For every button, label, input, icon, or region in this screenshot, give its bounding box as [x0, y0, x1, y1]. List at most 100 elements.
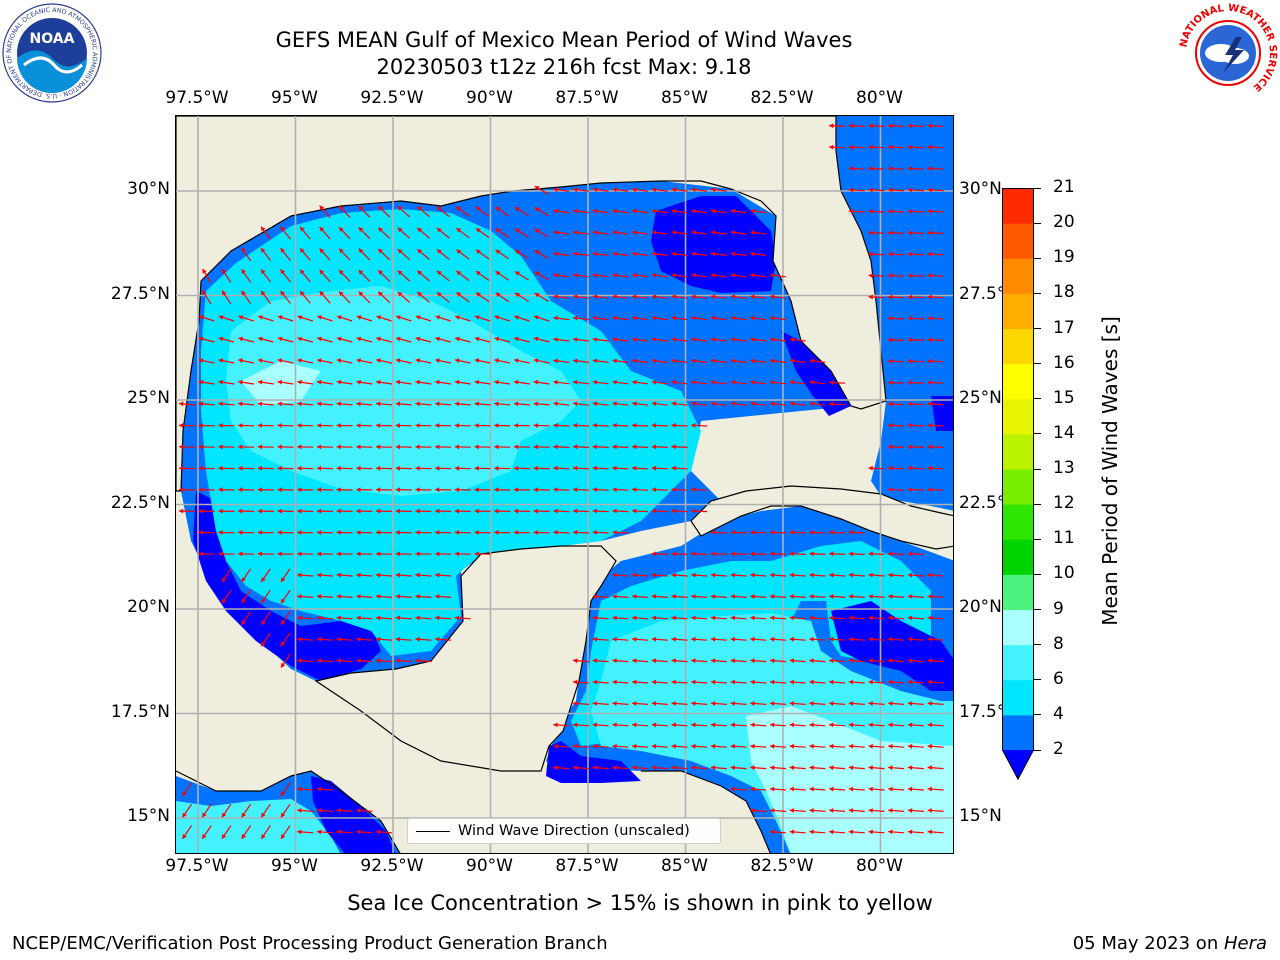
wind-wave-arrowhead	[612, 530, 617, 535]
wind-wave-arrowhead	[553, 487, 558, 492]
wind-wave-arrowhead	[612, 572, 617, 578]
wind-wave-arrowhead	[257, 508, 262, 514]
wind-wave-arrowhead	[750, 208, 755, 214]
wind-wave-arrowhead	[573, 722, 578, 728]
wind-wave-arrowhead	[711, 315, 716, 321]
wind-wave-arrowhead	[221, 598, 227, 604]
wind-wave-arrowhead	[456, 292, 462, 297]
wind-wave-arrowhead	[829, 123, 834, 129]
wind-wave-arrowhead	[632, 358, 637, 364]
wind-wave-arrowhead	[789, 594, 795, 599]
wind-wave-arrowhead	[280, 269, 285, 275]
wind-wave-arrowhead	[789, 380, 795, 385]
wind-wave-arrowhead	[848, 722, 854, 728]
wind-wave-arrowhead	[632, 487, 637, 492]
wind-wave-arrowhead	[612, 401, 617, 407]
wind-wave-arrowhead	[277, 423, 282, 428]
wind-wave-arrowhead	[435, 444, 440, 450]
wind-wave-arrowhead	[277, 465, 282, 471]
colorbar-tick	[1034, 433, 1041, 435]
wind-wave-arrowhead	[358, 291, 364, 297]
wind-wave-arrowhead	[907, 465, 913, 471]
wind-wave-arrowhead	[730, 251, 736, 257]
wind-wave-arrowhead	[376, 465, 381, 471]
wind-wave-arrowhead	[592, 465, 597, 471]
wind-wave-arrowhead	[632, 187, 637, 193]
wind-wave-arrowhead	[376, 551, 381, 557]
wind-wave-arrowhead	[281, 662, 286, 668]
wind-wave-arrowhead	[257, 379, 263, 385]
wind-wave-arrowhead	[257, 465, 262, 471]
wind-wave-arrowhead	[202, 290, 207, 296]
wind-wave-arrowhead	[316, 530, 322, 535]
wind-wave-arrowhead	[651, 315, 657, 321]
wind-wave-arrowhead	[632, 444, 637, 450]
wind-wave-arrowhead	[198, 530, 203, 535]
wind-wave-arrowhead	[848, 615, 854, 621]
footer-right: 05 May 2023 on Hera	[1073, 933, 1267, 954]
wind-wave-arrowhead	[907, 615, 913, 621]
wind-wave-arrowhead	[241, 269, 246, 275]
wind-wave-arrowhead	[651, 743, 657, 749]
wind-wave-arrowhead	[358, 270, 364, 275]
wind-wave-arrowhead	[339, 205, 344, 211]
wind-wave-arrowhead	[397, 291, 403, 297]
wind-wave-arrowhead	[592, 636, 598, 642]
wind-wave-arrowhead	[553, 273, 558, 278]
wind-wave-arrowhead	[927, 701, 932, 706]
wind-wave-arrowhead	[533, 401, 538, 407]
colorbar-segment	[1002, 363, 1034, 400]
wind-wave-arrowhead	[378, 291, 383, 297]
wind-wave-arrowhead	[671, 315, 676, 321]
colorbar-outline	[1002, 188, 1034, 781]
colorbar-tick-label: 8	[1053, 633, 1064, 654]
wind-wave-arrowhead	[454, 379, 460, 385]
wind-wave-arrowhead	[809, 701, 814, 706]
wind-wave-arrowhead	[573, 465, 578, 471]
colorbar-segment	[1002, 609, 1034, 646]
wind-wave-arrowhead	[907, 166, 913, 171]
wind-wave-arrowhead	[573, 743, 578, 749]
wind-wave-arrowhead	[376, 508, 381, 514]
wind-wave-arrowhead	[750, 230, 755, 235]
wind-wave-arrowhead	[868, 701, 873, 706]
wind-wave-arrowhead	[651, 465, 657, 471]
wind-wave-arrowhead	[415, 465, 420, 471]
wind-wave-arrowhead	[456, 206, 462, 212]
wind-wave-arrowhead	[592, 273, 598, 278]
wind-wave-arrowhead	[907, 594, 913, 599]
wind-wave-arrowhead	[376, 423, 381, 428]
wind-wave-arrowhead	[691, 380, 696, 385]
wind-wave-arrowhead	[573, 358, 578, 364]
wind-wave-arrowhead	[671, 273, 676, 278]
map-panel	[175, 115, 954, 854]
lat-label-left: 15°N	[127, 806, 170, 826]
wind-wave-arrowhead	[336, 401, 341, 407]
wind-wave-arrowhead	[612, 636, 617, 642]
wind-wave-arrowhead	[829, 615, 834, 621]
wind-wave-arrowhead	[730, 401, 736, 407]
wind-wave-arrowhead	[691, 743, 696, 749]
wind-wave-arrowhead	[513, 465, 519, 471]
wind-wave-arrowhead	[395, 572, 401, 578]
wind-wave-arrowhead	[395, 358, 401, 363]
lat-label-right: 25°N	[959, 388, 1002, 408]
wind-wave-arrowhead	[474, 315, 480, 320]
wind-wave-arrowhead	[339, 227, 344, 232]
wind-wave-arrowhead	[612, 358, 617, 364]
wind-wave-arrowhead	[573, 380, 578, 385]
wind-wave-arrowhead	[632, 465, 637, 471]
wind-wave-arrowhead	[553, 230, 558, 235]
wind-wave-arrowhead	[474, 530, 479, 535]
colorbar-tick-label: 10	[1053, 563, 1075, 584]
wind-wave-arrowhead	[632, 701, 637, 706]
wind-wave-arrowhead	[474, 423, 479, 428]
lon-label-top: 95°W	[271, 88, 318, 108]
wind-wave-arrowhead	[592, 594, 598, 599]
wind-wave-arrowhead	[277, 487, 282, 493]
wind-wave-arrowhead	[710, 551, 716, 557]
wind-wave-arrowhead	[281, 834, 286, 839]
wind-wave-arrowhead	[770, 315, 775, 321]
wind-wave-arrowhead	[261, 269, 266, 275]
wind-wave-arrowhead	[376, 530, 381, 535]
